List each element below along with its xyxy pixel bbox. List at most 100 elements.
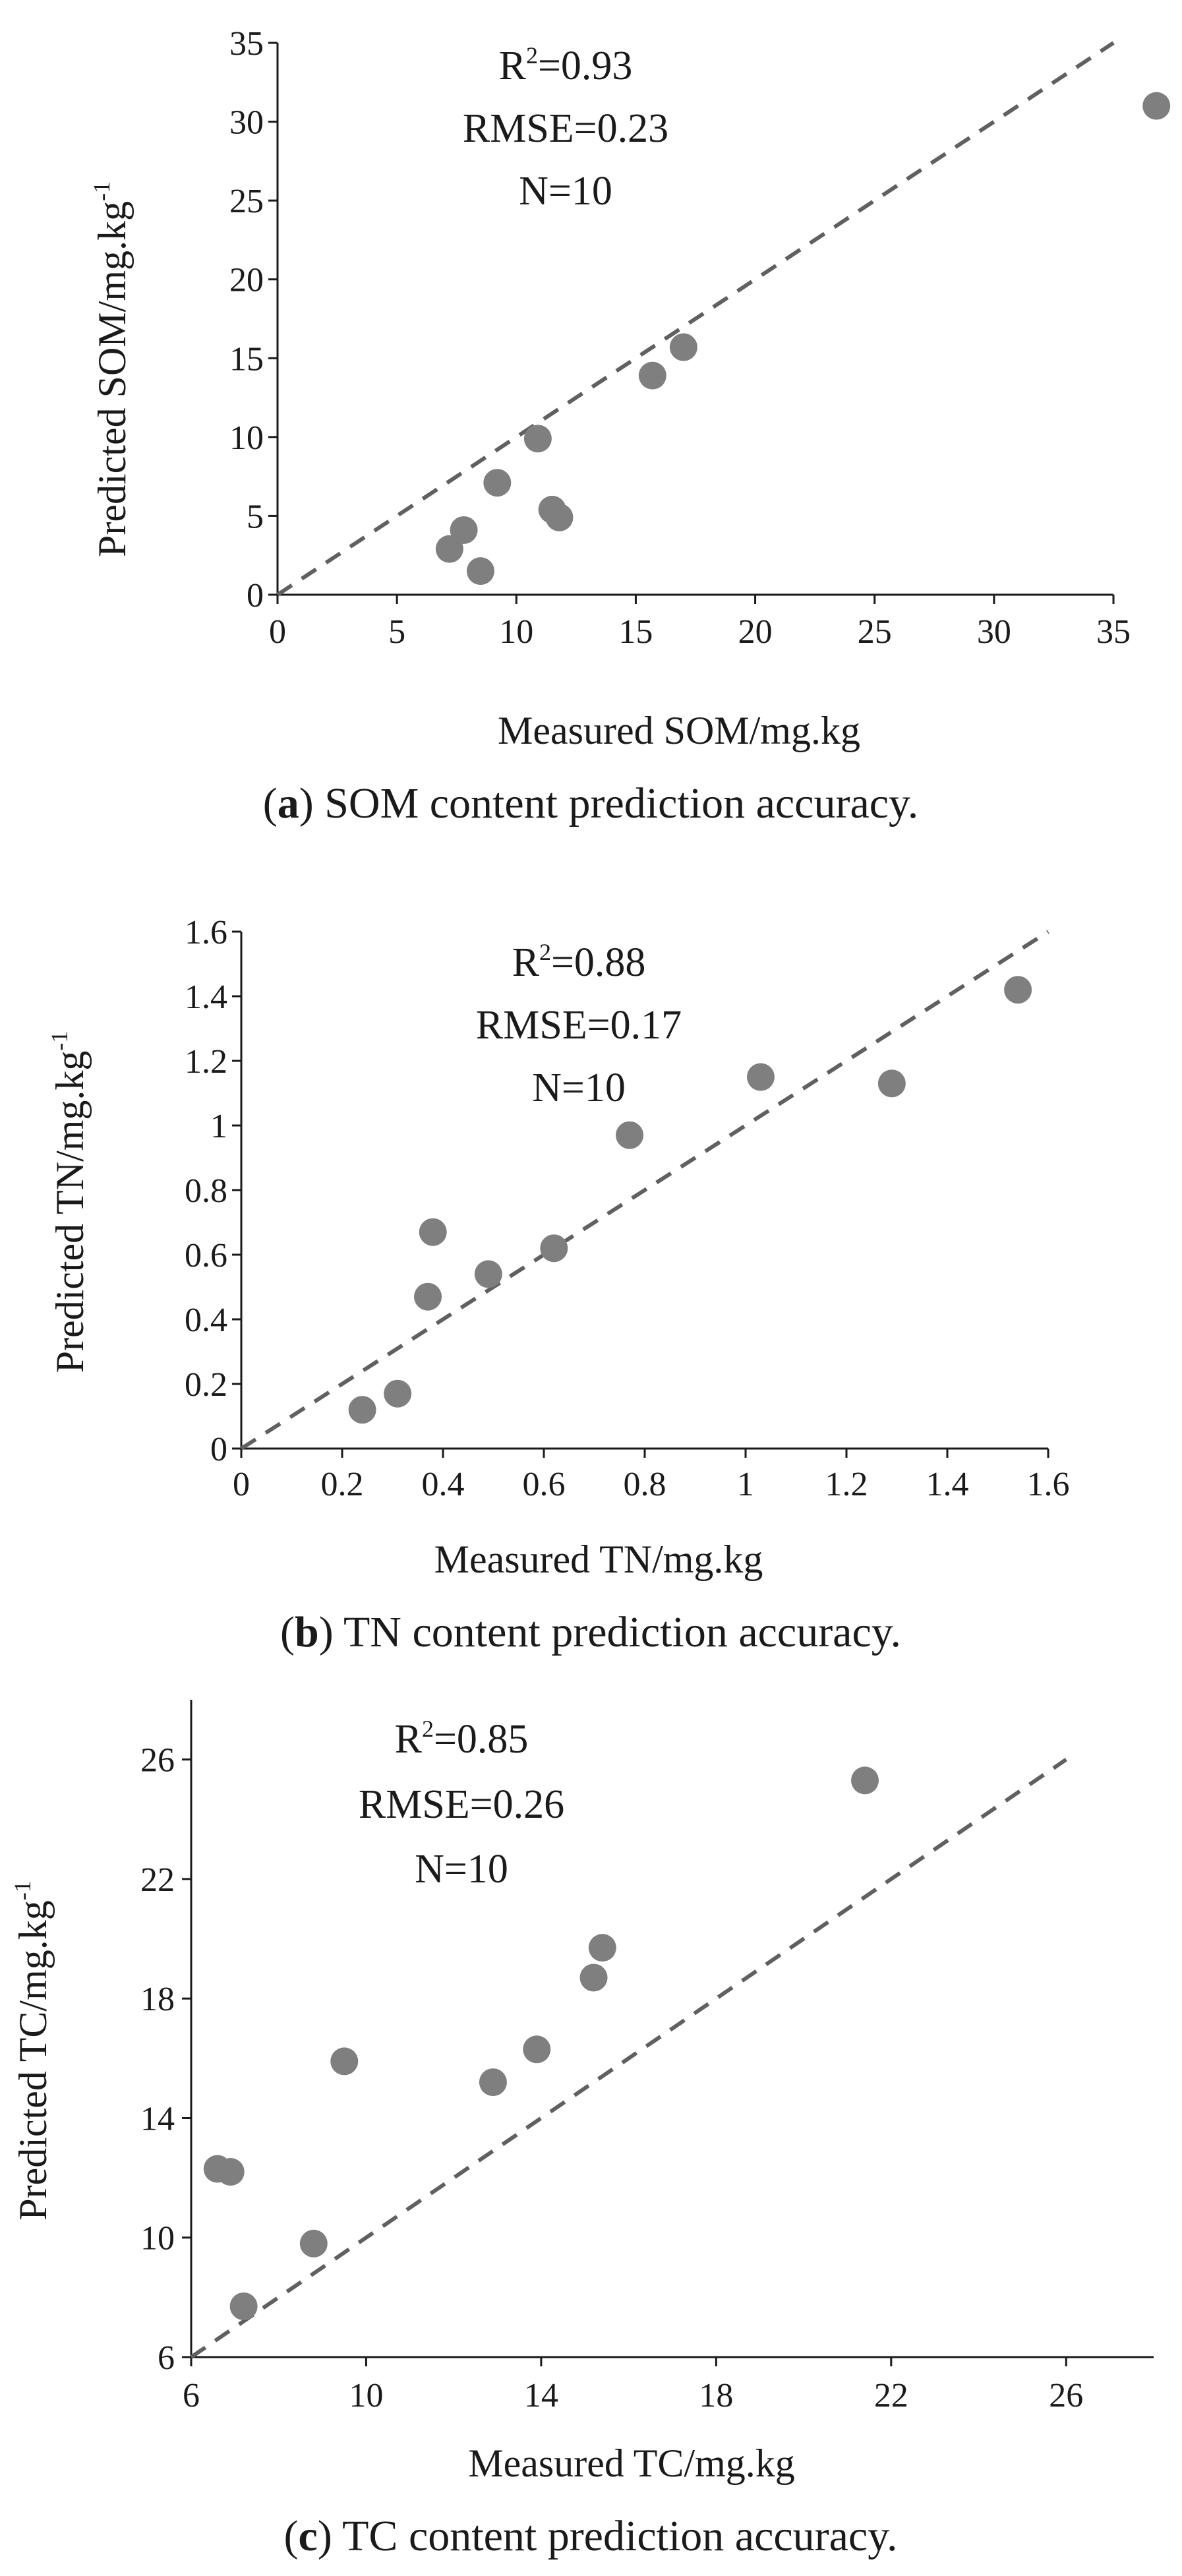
rmse-label: RMSE=0.26 — [359, 1782, 564, 1827]
x-tick-label: 10 — [349, 2377, 383, 2414]
panel-c: 6 10 14 18 22 26 6 10 14 18 22 26 R2=0.85 RMSE=0.26 N=… — [9, 1700, 1154, 2560]
panel-caption: (a) SOM content prediction accuracy. — [263, 779, 919, 827]
r-squared-label: R2=0.93 — [499, 42, 633, 88]
x-tick-label: 1.4 — [926, 1466, 969, 1503]
rmse-label: RMSE=0.17 — [476, 1003, 682, 1048]
x-tick-label: 6 — [183, 2377, 200, 2414]
data-point — [746, 1063, 775, 1091]
x-tick-label: 1 — [737, 1466, 754, 1503]
y-axis-label-main: Predicted SOM/mg.kg — [90, 201, 134, 557]
x-tick-label: 1.2 — [825, 1466, 868, 1503]
caption-open-paren: ( — [284, 2512, 299, 2560]
r-squared-symbol: R — [395, 1717, 423, 1762]
rmse-label: RMSE=0.23 — [463, 106, 668, 151]
data-point — [479, 2068, 507, 2097]
y-axis-label: Predicted SOM/mg.kg-1 — [88, 181, 134, 557]
panel-b: 0 0.2 0.4 0.6 0.8 1 1.2 1.4 1.6 0 0.2 0.4 0.6 0.8 1 1.2… — [46, 914, 1070, 1656]
y-tick-label: 0.4 — [185, 1302, 227, 1339]
r-squared-superscript: 2 — [422, 1716, 434, 1742]
r-squared-superscript: 2 — [539, 939, 551, 965]
panel-caption: (c) TC content prediction accuracy. — [284, 2512, 898, 2560]
r-squared-value: =0.88 — [551, 940, 645, 985]
data-point — [483, 469, 512, 497]
x-tick-label: 25 — [858, 613, 892, 651]
panel-caption: (b) TN content prediction accuracy. — [280, 1608, 901, 1656]
x-tick-label: 0.4 — [422, 1466, 465, 1503]
data-point — [616, 1121, 644, 1149]
y-tick-label: 1.4 — [185, 978, 227, 1016]
data-point — [330, 2047, 359, 2076]
caption-open-paren: ( — [280, 1608, 295, 1656]
y-tick-label: 10 — [140, 2220, 175, 2258]
x-tick-label: 5 — [388, 613, 405, 651]
x-tick-label: 18 — [699, 2377, 733, 2414]
caption-text: SOM content prediction accuracy. — [314, 779, 919, 827]
data-point — [1004, 976, 1032, 1004]
y-tick-label: 0.6 — [185, 1237, 227, 1274]
n-label: N=10 — [532, 1065, 626, 1110]
data-point — [545, 503, 574, 531]
y-axis-label-superscript: -1 — [88, 181, 115, 201]
caption-text: TN content prediction accuracy. — [334, 1608, 901, 1656]
x-axis-label: Measured SOM/mg.kg — [498, 709, 860, 752]
x-tick-label: 1.6 — [1027, 1466, 1070, 1503]
data-point — [419, 1218, 447, 1246]
caption-close-paren: ) — [318, 2512, 332, 2560]
y-axis-label: Predicted TN/mg.kg-1 — [46, 1031, 92, 1373]
y-tick-label: 0 — [210, 1431, 227, 1468]
x-axis-label: Measured TC/mg.kg — [468, 2441, 795, 2485]
y-tick-label: 1 — [210, 1108, 227, 1145]
data-point — [348, 1396, 376, 1424]
y-tick-label: 22 — [140, 1861, 175, 1899]
data-point — [588, 1934, 616, 1962]
data-point — [540, 1234, 568, 1263]
reference-line — [190, 1758, 1067, 2359]
data-point — [523, 2035, 551, 2064]
r-squared-label: R2=0.88 — [512, 939, 646, 985]
x-tick-label: 0 — [233, 1466, 250, 1503]
data-point — [414, 1282, 442, 1311]
x-tick-label: 15 — [618, 613, 653, 651]
x-tick-label: 0.8 — [624, 1466, 666, 1503]
y-tick-label: 1.2 — [185, 1043, 227, 1081]
y-tick-label: 6 — [158, 2339, 175, 2377]
data-point — [299, 2229, 328, 2258]
y-tick-label: 25 — [229, 183, 264, 220]
data-point — [450, 516, 478, 544]
r-squared-value: =0.93 — [538, 44, 632, 88]
data-point — [851, 1766, 879, 1795]
caption-close-paren: ) — [319, 1608, 334, 1656]
data-point — [384, 1379, 412, 1408]
y-tick-label: 18 — [140, 1981, 175, 2018]
data-point — [877, 1069, 906, 1098]
x-tick-label: 20 — [738, 613, 773, 651]
y-tick-label: 15 — [229, 340, 264, 378]
y-tick-label: 26 — [140, 1742, 175, 1780]
reference-line — [240, 930, 1049, 1451]
y-tick-label: 30 — [229, 104, 264, 142]
r-squared-value: =0.85 — [434, 1717, 528, 1762]
y-tick-label: 35 — [229, 25, 264, 63]
data-point — [216, 2158, 245, 2186]
caption-open-paren: ( — [263, 779, 278, 827]
y-axis-label-superscript: -1 — [46, 1031, 73, 1051]
r-squared-symbol: R — [512, 940, 540, 985]
r-squared-symbol: R — [499, 44, 527, 88]
data-point — [669, 333, 697, 361]
data-point — [638, 361, 666, 390]
y-tick-label: 1.6 — [185, 914, 227, 951]
reference-line — [276, 41, 1115, 597]
x-tick-label: 26 — [1049, 2377, 1083, 2414]
y-tick-label: 0.8 — [185, 1172, 227, 1210]
y-tick-label: 5 — [247, 498, 264, 535]
data-point — [1142, 92, 1171, 120]
y-axis-label-main: Predicted TN/mg.kg — [48, 1051, 92, 1373]
x-axis-label: Measured TN/mg.kg — [434, 1538, 763, 1581]
data-point — [523, 425, 552, 453]
n-label: N=10 — [415, 1847, 508, 1892]
y-tick-label: 14 — [140, 2100, 175, 2138]
y-tick-label: 0 — [247, 577, 264, 614]
x-tick-label: 0 — [269, 613, 286, 651]
y-axis-label: Predicted TC/mg.kg-1 — [9, 1880, 55, 2221]
